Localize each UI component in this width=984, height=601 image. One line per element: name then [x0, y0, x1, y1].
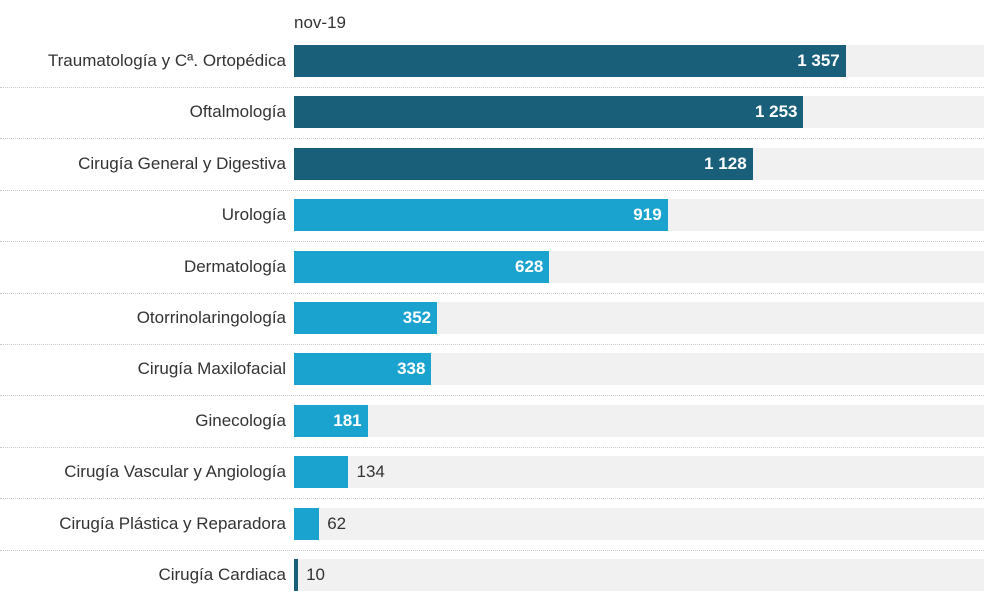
value-label: 919 — [633, 205, 662, 225]
category-label: Cirugía Plástica y Reparadora — [59, 513, 286, 533]
row-separator — [0, 292, 984, 294]
category-label: Dermatología — [183, 256, 286, 276]
category-label: Cirugía Maxilofacial — [137, 359, 286, 379]
bar — [294, 353, 432, 386]
category-label: Cirugía Cardiaca — [158, 565, 286, 584]
value-label: 134 — [356, 462, 385, 482]
bar — [294, 302, 438, 334]
bar — [294, 250, 550, 283]
category-label: Traumatología y Cª. Ortopédica — [47, 51, 286, 70]
row-separator — [0, 498, 984, 500]
bar-track — [294, 404, 984, 437]
category-label: Ginecología — [195, 410, 286, 430]
row-separator — [0, 241, 984, 243]
bar-track — [294, 456, 984, 489]
category-label: Otorrinolaringología — [136, 308, 286, 327]
value-label: 62 — [327, 513, 347, 533]
bar — [294, 45, 846, 77]
value-label: 181 — [333, 410, 362, 430]
bar — [294, 96, 804, 129]
value-label: 1 357 — [797, 51, 840, 70]
bar-track — [294, 559, 984, 591]
value-label: 1 253 — [754, 102, 798, 122]
category-label: Cirugía General y Digestiva — [78, 153, 286, 173]
bar — [294, 507, 320, 540]
value-label: 338 — [397, 359, 426, 379]
bar — [294, 559, 299, 591]
bar — [294, 404, 368, 437]
series-label: nov-19 — [294, 13, 346, 32]
bar-track — [294, 507, 984, 540]
value-label: 352 — [402, 308, 432, 327]
bar — [294, 199, 668, 232]
bar — [294, 147, 753, 180]
row-separator — [0, 138, 984, 140]
row-separator — [0, 87, 984, 88]
bar — [294, 456, 349, 489]
category-label: Urología — [221, 205, 286, 225]
row-separator — [0, 344, 984, 345]
row-separator — [0, 446, 984, 448]
row-separator — [0, 549, 984, 551]
category-label: Oftalmología — [189, 102, 286, 122]
value-label: 10 — [306, 565, 325, 584]
category-label: Cirugía Vascular y Angiología — [64, 462, 286, 482]
value-label: 1 128 — [704, 153, 747, 173]
row-separator — [0, 189, 984, 191]
value-label: 628 — [514, 256, 544, 276]
row-separator — [0, 395, 984, 397]
